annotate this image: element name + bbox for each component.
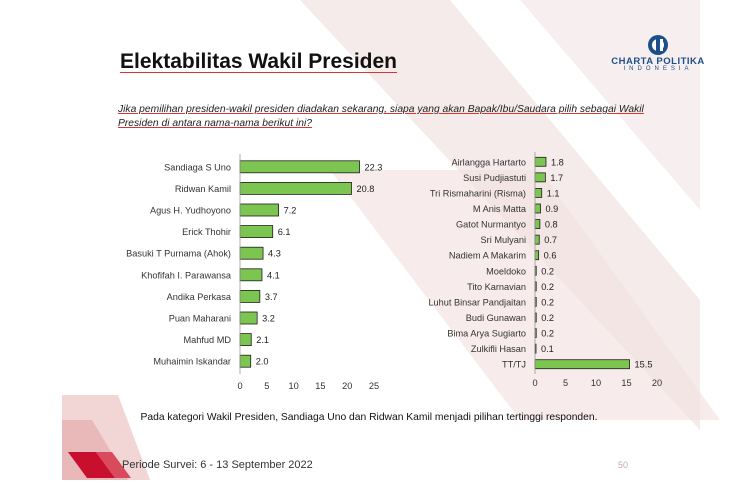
category-label: Sri Mulyani <box>481 235 526 245</box>
logo-mark-icon <box>648 35 668 55</box>
tick-label: 25 <box>369 381 379 391</box>
value-label: 0.1 <box>541 344 554 354</box>
category-label: TT/TJ <box>502 360 526 370</box>
value-label: 0.2 <box>541 313 554 323</box>
category-label: M Anis Matta <box>473 204 527 214</box>
category-label: Khofifah I. Parawansa <box>141 270 232 280</box>
category-label: Ridwan Kamil <box>175 184 231 194</box>
tick-label: 10 <box>591 378 601 388</box>
value-label: 0.2 <box>541 266 554 276</box>
value-label: 15.5 <box>635 360 653 370</box>
bar <box>534 203 541 214</box>
value-label: 0.2 <box>541 329 554 339</box>
bar <box>534 188 543 198</box>
value-label: 0.8 <box>545 220 558 230</box>
category-label: Moeldoko <box>486 266 526 276</box>
logo-name: CHARTA POLITIKA <box>611 56 705 67</box>
value-label: 20.8 <box>356 184 374 194</box>
category-label: Budi Gunawan <box>466 313 526 323</box>
tick-label: 10 <box>288 381 298 391</box>
value-label: 1.1 <box>547 188 560 198</box>
survey-question: Jika pemilihan presiden-wakil presiden d… <box>118 104 644 129</box>
tick-label: 15 <box>621 378 631 388</box>
category-label: Andika Perkasa <box>167 292 232 302</box>
category-label: Basuki T Purnama (Ahok) <box>126 249 231 259</box>
category-label: Airlangga Hartarto <box>451 157 526 167</box>
bar <box>534 250 540 261</box>
page-number: 50 <box>618 460 629 470</box>
value-label: 4.1 <box>267 270 280 280</box>
value-label: 2.1 <box>256 335 269 345</box>
tick-label: 0 <box>237 381 242 391</box>
value-label: 4.3 <box>268 249 281 259</box>
category-label: Susi Pudjiastuti <box>463 173 526 183</box>
value-label: 7.2 <box>284 206 297 216</box>
value-label: 1.8 <box>551 157 564 167</box>
value-label: 1.7 <box>550 173 563 183</box>
bar <box>534 219 541 229</box>
footnote: Pada kategori Wakil Presiden, Sandiaga U… <box>140 412 598 423</box>
tick-label: 5 <box>563 378 568 388</box>
value-label: 6.1 <box>278 227 291 237</box>
slide-title: Elektabilitas Wakil Presiden <box>120 50 397 73</box>
brand-logo: CHARTA POLITIKA INDONESIA <box>603 34 713 76</box>
value-label: 22.3 <box>365 162 383 172</box>
bar <box>534 359 630 370</box>
value-label: 0.9 <box>545 204 558 214</box>
bar <box>534 156 547 167</box>
value-label: 3.7 <box>265 292 278 302</box>
category-label: Zulkifli Hasan <box>471 344 526 354</box>
category-label: Muhaimin Iskandar <box>153 357 231 367</box>
tick-label: 0 <box>532 378 537 388</box>
category-label: Tri Rismaharini (Risma) <box>430 188 526 198</box>
bar <box>534 234 540 245</box>
logo-subtitle: INDONESIA <box>623 66 693 72</box>
tick-label: 5 <box>264 381 269 391</box>
value-label: 2.0 <box>256 357 269 367</box>
tick-label: 20 <box>652 378 662 388</box>
tick-label: 20 <box>342 381 352 391</box>
bar <box>534 172 546 183</box>
value-label: 0.6 <box>544 251 557 261</box>
tick-label: 15 <box>315 381 325 391</box>
value-label: 3.2 <box>262 314 275 324</box>
category-label: Gatot Nurmantyo <box>456 220 526 230</box>
category-label: Sandiaga S Uno <box>164 162 231 172</box>
category-label: Bima Arya Sugiarto <box>447 329 526 339</box>
survey-period: Periode Survei: 6 - 13 September 2022 <box>122 459 313 471</box>
category-label: Nadiem A Makarim <box>449 251 526 261</box>
category-label: Tito Karnavian <box>467 282 526 292</box>
category-label: Agus H. Yudhoyono <box>150 206 231 216</box>
value-label: 0.2 <box>541 282 554 292</box>
category-label: Luhut Binsar Pandjaitan <box>428 297 526 307</box>
value-label: 0.2 <box>541 297 554 307</box>
category-label: Erick Thohir <box>182 227 231 237</box>
value-label: 0.7 <box>544 235 557 245</box>
category-label: Mahfud MD <box>184 335 232 345</box>
category-label: Puan Maharani <box>169 314 231 324</box>
